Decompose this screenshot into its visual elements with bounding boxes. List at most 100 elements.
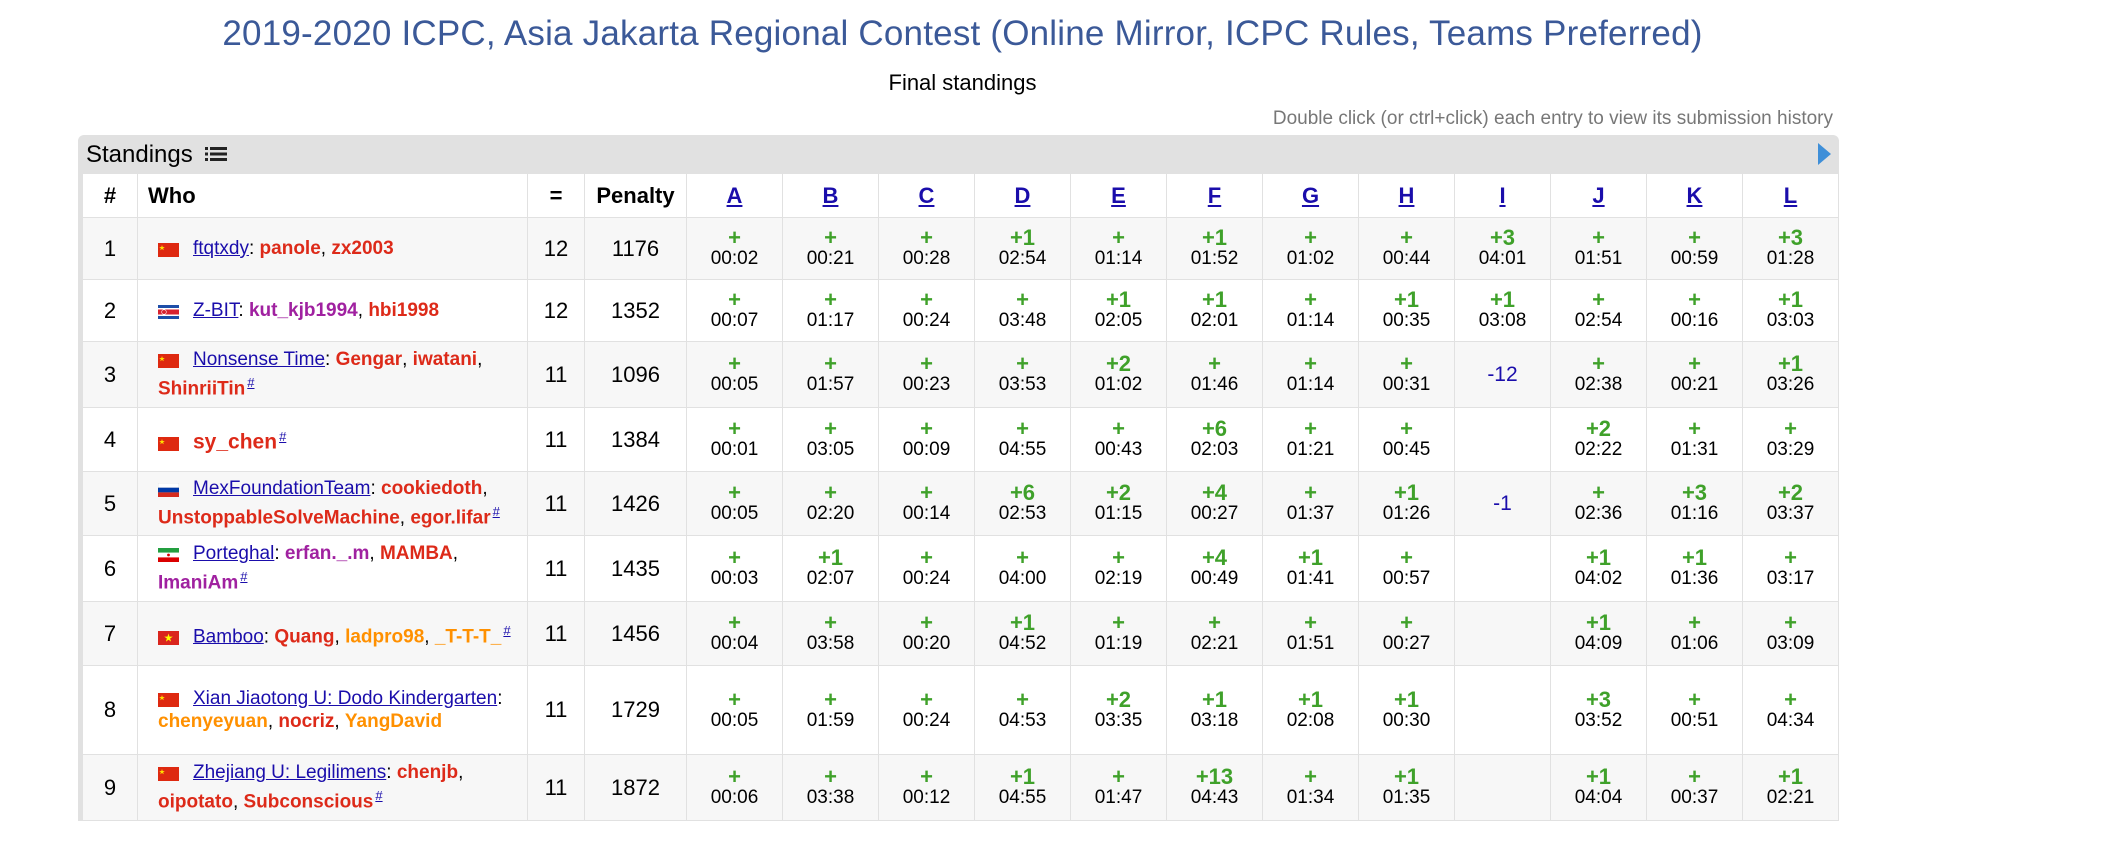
member-handle[interactable]: Quang xyxy=(274,626,335,648)
problem-link-e[interactable]: E xyxy=(1111,182,1126,208)
result-cell-f[interactable]: +1 02:01 xyxy=(1166,279,1263,342)
problem-link-l[interactable]: L xyxy=(1783,182,1798,208)
table-row[interactable]: 1 ftqtxdy: panole, zx2003 12 1176 +00:02 +00:… xyxy=(82,217,1839,280)
result-cell-k[interactable]: +00:51 xyxy=(1646,665,1743,755)
result-cell-l[interactable]: +03:09 xyxy=(1742,601,1839,666)
problem-link-g[interactable]: G xyxy=(1301,182,1320,208)
member-handle[interactable]: chenjb xyxy=(396,762,459,784)
member-handle[interactable]: panole xyxy=(259,238,321,259)
result-cell-h[interactable]: +1 00:35 xyxy=(1358,279,1455,342)
result-cell-h[interactable]: +00:27 xyxy=(1358,601,1455,666)
result-cell-j[interactable]: +02:54 xyxy=(1550,279,1647,342)
result-cell-a[interactable]: +00:03 xyxy=(686,535,783,602)
result-cell-d[interactable]: +03:53 xyxy=(974,341,1071,408)
result-cell-e[interactable]: +02:19 xyxy=(1070,535,1167,602)
result-cell-k[interactable]: +01:31 xyxy=(1646,407,1743,472)
member-handle[interactable]: hbi1998 xyxy=(368,300,440,321)
table-row[interactable]: 6 Porteghal: erfan._.m, MAMBA, ImaniAm #11… xyxy=(82,535,1839,602)
result-cell-a[interactable]: +00:04 xyxy=(686,601,783,666)
result-cell-d[interactable]: +1 04:52 xyxy=(974,601,1071,666)
result-cell-l[interactable]: +1 03:26 xyxy=(1742,341,1839,408)
result-cell-b[interactable]: +01:59 xyxy=(782,665,879,755)
result-cell-l[interactable]: +03:17 xyxy=(1742,535,1839,602)
problem-link-b[interactable]: B xyxy=(822,182,839,208)
member-handle[interactable]: kut_kjb1994 xyxy=(248,300,358,321)
result-cell-h[interactable]: +00:44 xyxy=(1358,217,1455,280)
result-cell-b[interactable]: +00:21 xyxy=(782,217,879,280)
result-cell-k[interactable]: +00:21 xyxy=(1646,341,1743,408)
result-cell-h[interactable]: +00:31 xyxy=(1358,341,1455,408)
result-cell-h[interactable]: +1 01:26 xyxy=(1358,471,1455,536)
result-cell-h[interactable]: +1 01:35 xyxy=(1358,754,1455,821)
result-cell-i[interactable]: +3 04:01 xyxy=(1454,217,1551,280)
result-cell-l[interactable]: +2 03:37 xyxy=(1742,471,1839,536)
result-cell-b[interactable]: +03:58 xyxy=(782,601,879,666)
member-handle[interactable]: ShinriiTin xyxy=(158,378,246,400)
result-cell-l[interactable]: +3 01:28 xyxy=(1742,217,1839,280)
result-cell-b[interactable]: +03:05 xyxy=(782,407,879,472)
result-cell-f[interactable]: +13 04:43 xyxy=(1166,754,1263,821)
result-cell-j[interactable]: +1 04:04 xyxy=(1550,754,1647,821)
result-cell-a[interactable]: +00:06 xyxy=(686,754,783,821)
team-name-link[interactable]: MexFoundationTeam xyxy=(193,478,371,500)
standings-title[interactable]: Standings xyxy=(86,141,228,169)
result-cell-k[interactable]: +3 01:16 xyxy=(1646,471,1743,536)
result-cell-j[interactable]: +1 04:09 xyxy=(1550,601,1647,666)
problem-link-j[interactable]: J xyxy=(1592,182,1605,208)
table-row[interactable]: 3 Nonsense Time: Gengar, iwatani, Shinrii… xyxy=(82,341,1839,408)
unofficial-marker-link[interactable]: # xyxy=(492,504,500,520)
result-cell-k[interactable]: +00:37 xyxy=(1646,754,1743,821)
team-name-link[interactable]: Bamboo xyxy=(193,626,264,648)
result-cell-c[interactable]: +00:20 xyxy=(878,601,975,666)
member-handle[interactable]: MAMBA xyxy=(379,543,453,565)
result-cell-g[interactable]: +01:14 xyxy=(1262,341,1359,408)
result-cell-d[interactable]: +04:00 xyxy=(974,535,1071,602)
team-name-link[interactable]: Xian Jiaotong U: Dodo Kindergarten xyxy=(193,688,498,709)
result-cell-b[interactable]: +02:20 xyxy=(782,471,879,536)
unofficial-marker-link[interactable]: # xyxy=(279,428,287,444)
result-cell-c[interactable]: +00:09 xyxy=(878,407,975,472)
result-cell-e[interactable]: +01:14 xyxy=(1070,217,1167,280)
result-cell-h[interactable]: +00:45 xyxy=(1358,407,1455,472)
result-cell-j[interactable]: +2 02:22 xyxy=(1550,407,1647,472)
unofficial-marker-link[interactable]: # xyxy=(503,622,511,638)
problem-link-c[interactable]: C xyxy=(918,182,935,208)
problem-link-d[interactable]: D xyxy=(1014,182,1031,208)
result-cell-j[interactable]: +02:38 xyxy=(1550,341,1647,408)
result-cell-a[interactable]: +00:05 xyxy=(686,471,783,536)
result-cell-e[interactable]: +2 01:15 xyxy=(1070,471,1167,536)
result-cell-c[interactable]: +00:23 xyxy=(878,341,975,408)
result-cell-a[interactable]: +00:05 xyxy=(686,665,783,755)
member-handle[interactable]: ImaniAm xyxy=(158,572,239,594)
result-cell-i[interactable]: +1 03:08 xyxy=(1454,279,1551,342)
result-cell-j[interactable]: +1 04:02 xyxy=(1550,535,1647,602)
result-cell-c[interactable]: +00:28 xyxy=(878,217,975,280)
result-cell-a[interactable]: +00:01 xyxy=(686,407,783,472)
result-cell-h[interactable]: +00:57 xyxy=(1358,535,1455,602)
member-handle[interactable]: cookiedoth xyxy=(381,478,483,500)
result-cell-c[interactable]: +00:24 xyxy=(878,665,975,755)
result-cell-c[interactable]: +00:24 xyxy=(878,535,975,602)
problem-link-i[interactable]: I xyxy=(1499,182,1506,208)
participant-handle[interactable]: sy_chen xyxy=(193,430,278,454)
result-cell-f[interactable]: +6 02:03 xyxy=(1166,407,1263,472)
member-handle[interactable]: ladpro98 xyxy=(345,626,425,648)
result-cell-f[interactable]: +1 01:52 xyxy=(1166,217,1263,280)
member-handle[interactable]: _T-T-T_ xyxy=(434,626,502,648)
table-row[interactable]: 5 MexFoundationTeam: cookiedoth, Unstoppa… xyxy=(82,471,1839,536)
member-handle[interactable]: Gengar xyxy=(335,349,403,371)
member-handle[interactable]: erfan._.m xyxy=(284,543,370,565)
team-name-link[interactable]: Porteghal xyxy=(193,543,275,565)
result-cell-e[interactable]: +00:43 xyxy=(1070,407,1167,472)
result-cell-e[interactable]: +2 01:02 xyxy=(1070,341,1167,408)
result-cell-d[interactable]: +1 04:55 xyxy=(974,754,1071,821)
result-cell-k[interactable]: +1 01:36 xyxy=(1646,535,1743,602)
result-cell-a[interactable]: +00:05 xyxy=(686,341,783,408)
unofficial-marker-link[interactable]: # xyxy=(240,569,248,585)
result-cell-g[interactable]: +1 02:08 xyxy=(1262,665,1359,755)
result-cell-b[interactable]: +03:38 xyxy=(782,754,879,821)
member-handle[interactable]: YangDavid xyxy=(344,711,443,732)
result-cell-l[interactable]: +1 02:21 xyxy=(1742,754,1839,821)
unofficial-marker-link[interactable]: # xyxy=(247,375,255,391)
result-cell-h[interactable]: +1 00:30 xyxy=(1358,665,1455,755)
